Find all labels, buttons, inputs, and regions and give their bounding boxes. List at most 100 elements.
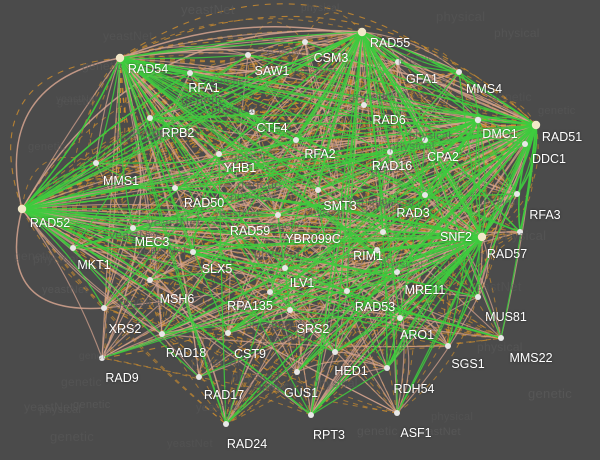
graph-edge: [389, 151, 479, 298]
graph-edge: [21, 72, 191, 210]
graph-node-rad57[interactable]: [517, 229, 523, 235]
graph-edge: [225, 249, 378, 425]
graph-node-csm3[interactable]: [302, 39, 308, 45]
graph-node-rdh54[interactable]: [384, 365, 390, 371]
graph-node-ctf4[interactable]: [249, 109, 255, 115]
graph-node-snf2[interactable]: [477, 232, 487, 242]
graph-node-mkt1[interactable]: [70, 245, 76, 251]
graph-node-srs2[interactable]: [287, 307, 293, 313]
graph-node-yhb1[interactable]: [216, 151, 222, 157]
graph-edge: [477, 236, 489, 298]
graph-edge: [149, 114, 479, 121]
graph-node-rfa3[interactable]: [514, 191, 520, 197]
graph-node-aro1[interactable]: [397, 315, 403, 321]
graph-node-saw1[interactable]: [245, 52, 251, 58]
graph-edge: [72, 31, 363, 249]
graph-node-mec3[interactable]: [130, 225, 136, 231]
graph-node-rpb2[interactable]: [147, 115, 153, 121]
graph-node-rad51[interactable]: [531, 120, 541, 130]
graph-edge: [346, 119, 479, 292]
graph-node-rim1[interactable]: [374, 247, 380, 253]
graph-edge: [192, 251, 398, 273]
node-layer[interactable]: [17, 27, 541, 427]
graph-node-slx5[interactable]: [190, 249, 196, 255]
graph-edge: [161, 333, 227, 425]
graph-node-mms22[interactable]: [498, 335, 504, 341]
graph-edge: [21, 31, 363, 210]
graph-edge: [72, 247, 298, 373]
graph-node-sgs1[interactable]: [445, 343, 451, 349]
graph-edge: [21, 208, 227, 425]
graph-edge: [21, 156, 97, 210]
graph-node-rfa2[interactable]: [293, 137, 299, 143]
graph-edge: [317, 189, 348, 292]
graph-node-mre11[interactable]: [394, 269, 400, 275]
graph-edge: [21, 31, 363, 210]
graph-edge: [317, 31, 363, 191]
graph-edge: [477, 119, 518, 195]
graph-edge: [101, 153, 220, 359]
graph-edge: [477, 119, 486, 238]
graph-node-rpa135[interactable]: [267, 289, 273, 295]
graph-node-rad17[interactable]: [196, 374, 202, 380]
graph-node-ddc1[interactable]: [522, 141, 528, 147]
graph-edge: [119, 57, 526, 145]
graph-edge: [149, 124, 537, 281]
graph-edge: [132, 227, 479, 298]
graph-node-cpa2[interactable]: [422, 137, 428, 143]
graph-edge: [346, 236, 483, 292]
graph-node-rfa1[interactable]: [187, 70, 193, 76]
graph-edge: [396, 236, 483, 414]
graph-node-rad24[interactable]: [223, 421, 229, 427]
graph-edge: [72, 247, 200, 378]
graph-node-xrs2[interactable]: [101, 305, 107, 311]
graph-node-rad18[interactable]: [159, 331, 165, 337]
graph-node-asf1[interactable]: [394, 410, 400, 416]
graph-node-mus81[interactable]: [475, 294, 481, 300]
graph-node-ilv1[interactable]: [282, 265, 288, 271]
graph-edge: [21, 57, 121, 210]
graph-node-rpt3[interactable]: [308, 412, 314, 418]
graph-node-rad50[interactable]: [172, 185, 178, 191]
graph-edge: [132, 31, 363, 229]
graph-edge: [21, 208, 502, 339]
graph-edge: [101, 236, 483, 359]
graph-edge: [376, 236, 483, 251]
graph-node-rad52[interactable]: [17, 204, 27, 214]
graph-node-hed1[interactable]: [332, 349, 338, 355]
graph-edge: [21, 208, 163, 335]
graph-node-rad53[interactable]: [344, 288, 350, 294]
graph-edge: [101, 231, 384, 359]
graph-node-rad6[interactable]: [361, 102, 367, 108]
graph-edge: [132, 227, 483, 238]
graph-node-gus1[interactable]: [294, 369, 300, 375]
graph-edge: [458, 71, 495, 238]
graph-edge: [149, 236, 483, 281]
graph-node-msh6[interactable]: [147, 277, 153, 283]
graph-edge: [310, 61, 399, 416]
graph-node-smt3[interactable]: [315, 187, 321, 193]
graph-node-rad16[interactable]: [387, 149, 393, 155]
graph-node-dmc1[interactable]: [474, 116, 482, 124]
graph-node-rad3[interactable]: [422, 192, 428, 198]
graph-edge: [21, 208, 312, 416]
graph-edge: [132, 31, 363, 229]
graph-edge: [295, 31, 364, 141]
graph-node-gfa1[interactable]: [395, 59, 401, 65]
graph-node-mms4[interactable]: [456, 69, 462, 75]
graph-edge: [218, 153, 227, 425]
graph-node-mms1[interactable]: [93, 160, 99, 166]
graph-edge: [192, 227, 483, 253]
graph-edge: [119, 57, 426, 141]
graph-node-rad55[interactable]: [357, 27, 367, 37]
graph-edge: [289, 236, 483, 311]
graph-edge: [119, 57, 227, 425]
graph-edge: [21, 208, 163, 335]
graph-node-ybr099c[interactable]: [380, 229, 386, 235]
graph-node-rad59[interactable]: [275, 212, 281, 218]
graph-node-rad9[interactable]: [99, 355, 105, 361]
graph-edge: [198, 332, 229, 378]
graph-node-rad54[interactable]: [115, 53, 125, 63]
graph-node-cst9[interactable]: [225, 330, 231, 336]
